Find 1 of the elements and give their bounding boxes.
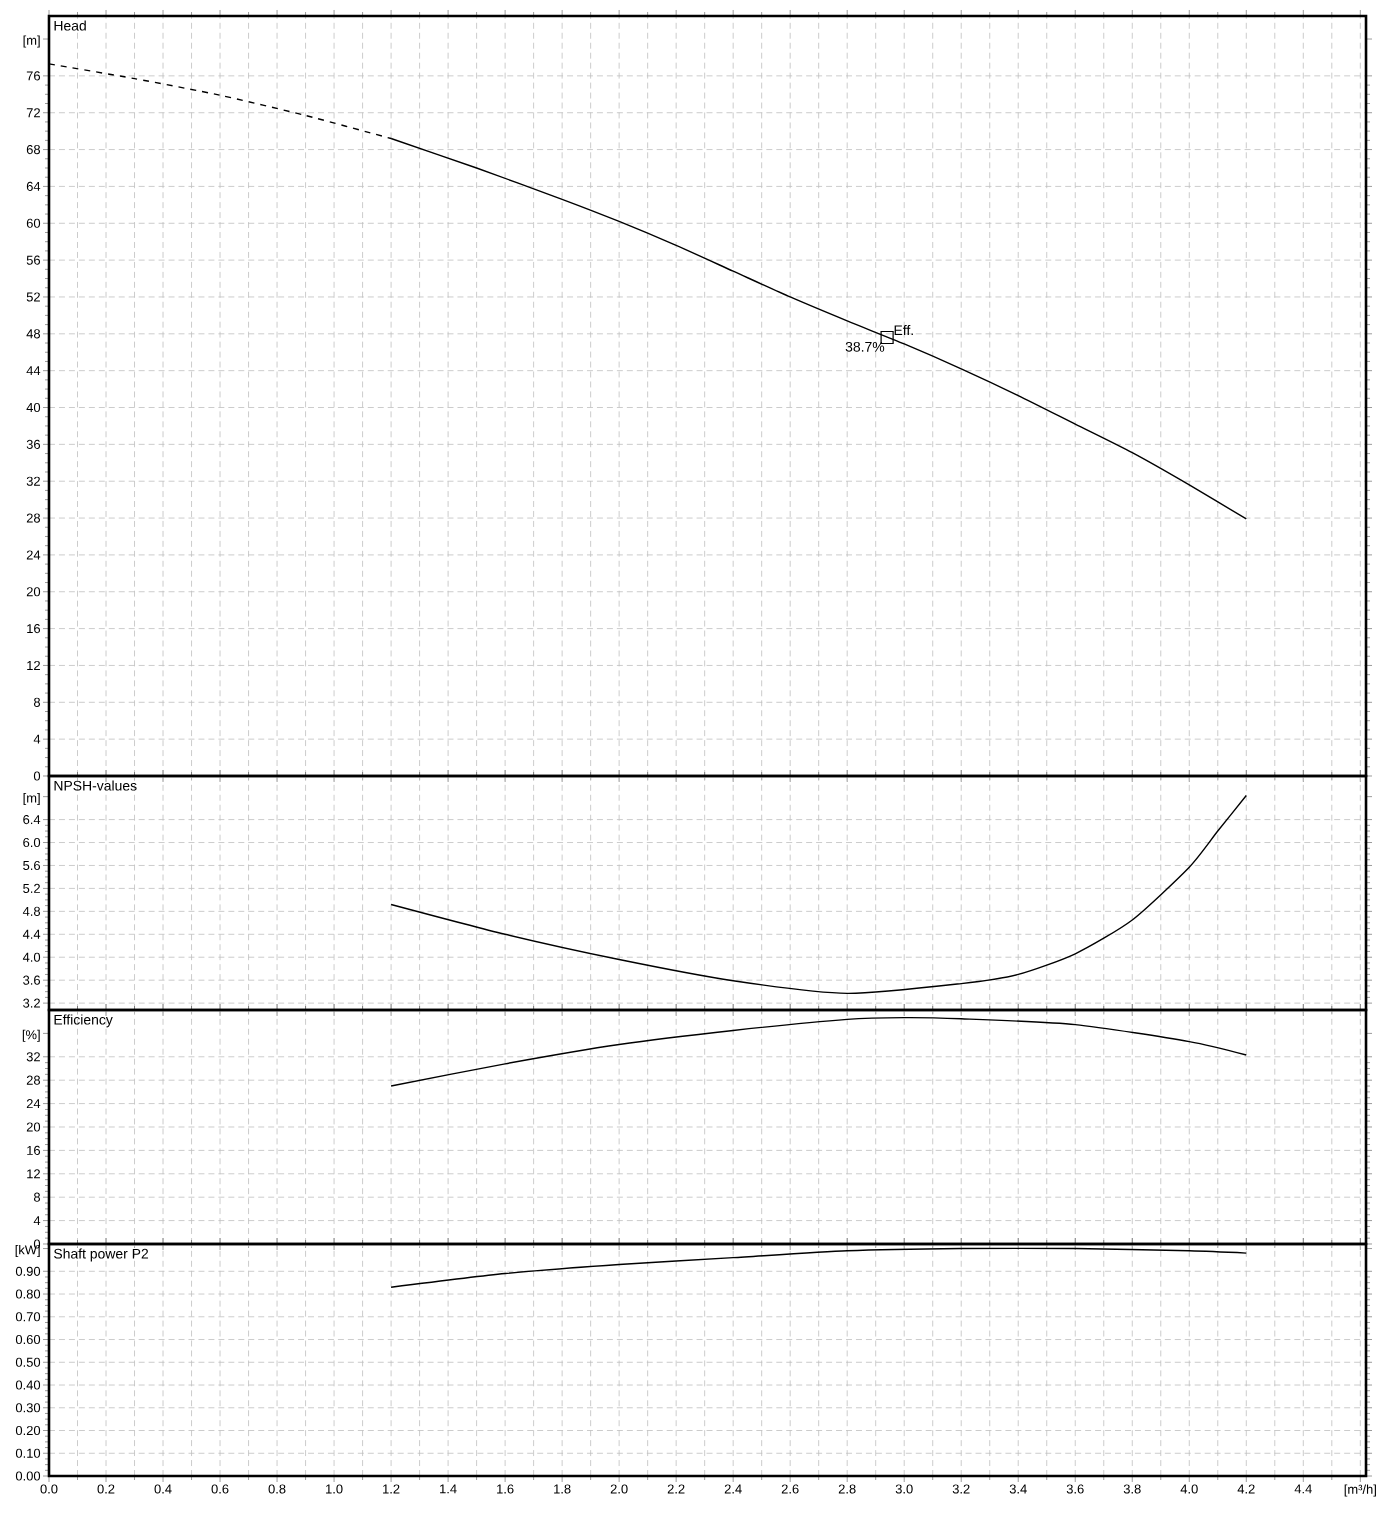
line-series: [390, 794, 1247, 995]
